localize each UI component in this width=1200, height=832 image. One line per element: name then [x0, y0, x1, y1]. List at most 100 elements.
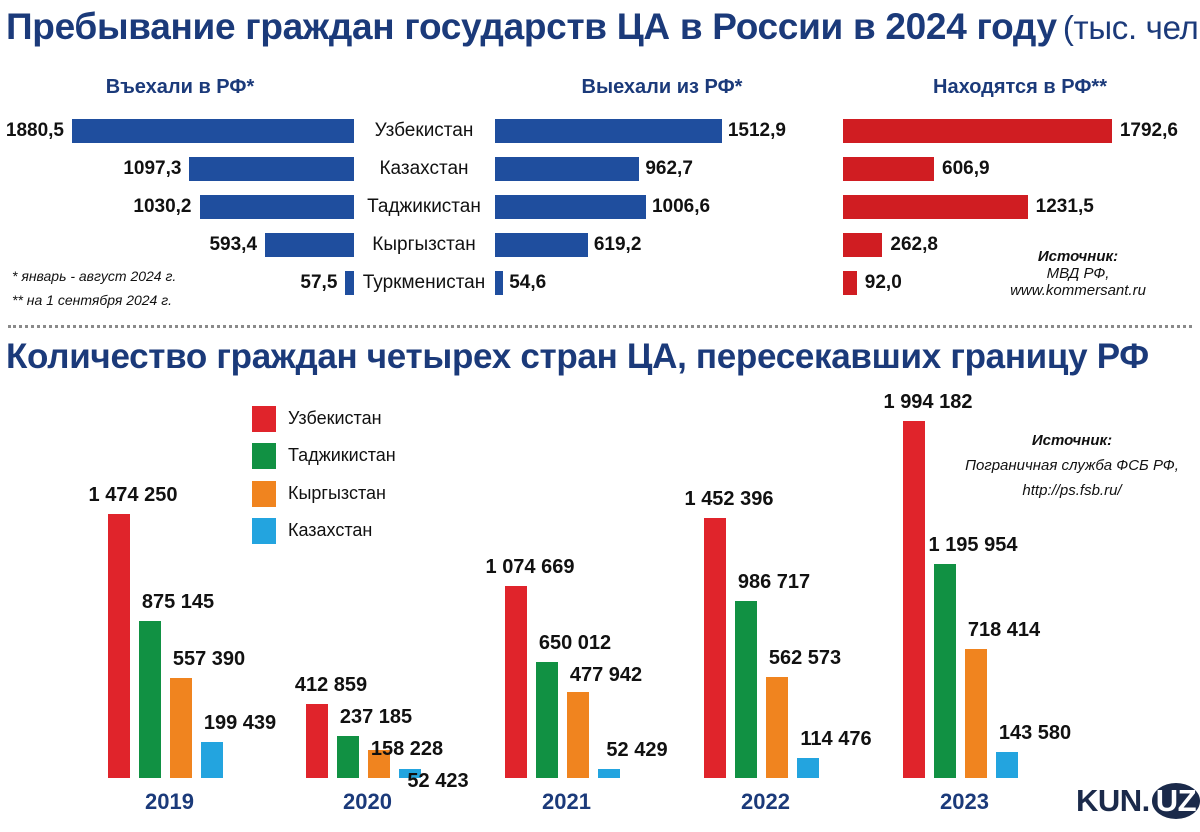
value-label-2020-uz: 412 859	[294, 674, 368, 697]
legend-swatch-узбекистан	[252, 406, 276, 432]
bar-left-tj	[495, 195, 646, 219]
label-present-tm: 92,0	[864, 272, 902, 293]
bar-2019-kg	[170, 678, 192, 778]
label-left-kz: 962,7	[645, 158, 693, 179]
label-entered-kz: 1097,3	[123, 158, 182, 179]
top-title-text: Пребывание граждан государств ЦА в Росси…	[6, 6, 1057, 47]
top-title-unit: (тыс. чел.)	[1062, 9, 1200, 46]
bar-2021-tj	[536, 661, 558, 778]
label-present-tj: 1231,5	[1035, 196, 1094, 217]
logo-text: KUN.	[1076, 783, 1150, 818]
bar-2021-kz	[598, 768, 620, 778]
bar-entered-tj	[199, 195, 354, 219]
bar-2022-kg	[766, 677, 788, 778]
value-label-2021-uz: 1 074 669	[485, 555, 575, 578]
label-entered-tm: 57,5	[300, 272, 338, 293]
bottom-source-line1: Пограничная служба ФСБ РФ,	[965, 457, 1179, 474]
country-label-kg: Кыргызстан	[372, 234, 476, 255]
label-present-kz: 606,9	[942, 158, 990, 179]
top-source-title: Источник:	[1037, 248, 1119, 265]
label-present-uz: 1792,6	[1119, 120, 1178, 141]
label-present-kg: 262,8	[890, 234, 938, 255]
top-source: Источник: МВД РФ, www.kommersant.ru	[1010, 248, 1146, 299]
bar-entered-kg	[265, 233, 354, 257]
footnote-1: * январь - август 2024 г.	[12, 268, 177, 284]
label-left-uz: 1512,9	[727, 120, 786, 141]
bottom-source-line2: http://ps.fsb.ru/	[1022, 482, 1122, 499]
bar-entered-uz	[72, 119, 354, 143]
bottom-source-title: Источник:	[1031, 432, 1113, 449]
bottom-chart-title: Количество граждан четырех стран ЦА, пер…	[6, 337, 1149, 376]
country-label-kz: Казахстан	[379, 158, 469, 179]
country-label-tm: Туркменистан	[362, 272, 486, 293]
col-head-present: Находятся в РФ**	[933, 76, 1107, 98]
bar-left-kg	[495, 233, 588, 257]
label-left-tj: 1006,6	[651, 196, 711, 217]
year-label-2022: 2022	[741, 789, 790, 814]
col-head-entered: Въехали в РФ*	[105, 76, 255, 98]
bar-present-tj	[843, 195, 1028, 219]
year-label-2020: 2020	[343, 789, 392, 814]
bar-entered-tm	[345, 271, 354, 295]
value-label-2022-kz: 114 476	[800, 727, 872, 750]
value-label-2019-uz: 1 474 250	[88, 484, 178, 507]
value-label-2023-kz: 143 580	[998, 722, 1072, 745]
bar-2020-kg	[368, 749, 390, 778]
legend-label-кыргызстан: Кыргызстан	[288, 483, 386, 503]
bar-2023-tj	[934, 563, 956, 778]
value-label-2019-tj: 875 145	[141, 591, 215, 614]
value-label-2022-tj: 986 717	[737, 571, 811, 594]
top-chart-title: Пребывание граждан государств ЦА в Росси…	[6, 6, 1200, 48]
label-entered-kg: 593,4	[209, 234, 258, 255]
logo-circle: UZ	[1151, 783, 1200, 819]
bar-2019-uz	[108, 514, 130, 778]
bar-present-kz	[843, 157, 934, 181]
year-label-2023: 2023	[940, 789, 989, 814]
footnote-2: ** на 1 сентября 2024 г.	[12, 292, 173, 308]
country-label-tj: Таджикистан	[367, 196, 481, 217]
bar-left-kz	[495, 157, 640, 181]
value-label-2021-tj: 650 012	[538, 631, 612, 654]
label-left-kg: 619,2	[593, 234, 642, 255]
bar-left-tm	[495, 271, 504, 295]
legend-swatch-таджикистан	[252, 443, 276, 469]
bar-present-tm	[843, 271, 857, 295]
col-head-left: Выехали из РФ*	[581, 76, 743, 98]
year-label-2019: 2019	[145, 789, 194, 814]
label-entered-uz: 1880,5	[5, 120, 64, 141]
value-label-2023-tj: 1 195 954	[928, 533, 1018, 556]
value-label-2023-uz: 1 994 182	[883, 391, 973, 413]
legend-swatch-кыргызстан	[252, 481, 276, 507]
bar-2020-kz	[399, 768, 421, 778]
label-entered-tj: 1030,2	[133, 196, 192, 217]
bar-2019-tj	[139, 621, 161, 778]
bar-2022-tj	[735, 601, 757, 778]
value-label-2019-kg: 557 390	[172, 648, 246, 671]
bar-2020-uz	[306, 704, 328, 778]
value-label-2021-kg: 477 942	[569, 663, 643, 686]
country-label-uz: Узбекистан	[374, 120, 474, 141]
bar-2020-tj	[337, 735, 359, 778]
bar-2023-kg	[965, 649, 987, 778]
value-label-2019-kz: 199 439	[203, 712, 277, 735]
value-label-2022-uz: 1 452 396	[684, 487, 774, 510]
value-label-2020-kz: 52 423	[407, 770, 469, 793]
bar-2021-uz	[505, 585, 527, 778]
bar-left-uz	[495, 119, 722, 143]
kun-uz-logo: KUN. UZ	[1076, 783, 1200, 819]
legend-label-узбекистан: Узбекистан	[288, 408, 382, 428]
value-label-2022-kg: 562 573	[768, 647, 842, 670]
year-label-2021: 2021	[542, 789, 591, 814]
bar-2023-uz	[903, 421, 925, 778]
bottom-source: Источник: Пограничная служба ФСБ РФ, htt…	[965, 428, 1179, 503]
top-source-line1: МВД РФ,	[1046, 265, 1110, 282]
value-label-2021-kz: 52 429	[606, 738, 668, 761]
bar-2019-kz	[201, 742, 223, 778]
value-label-2020-kg: 158 228	[370, 738, 444, 761]
value-label-2023-kg: 718 414	[967, 619, 1041, 642]
bar-2022-kz	[797, 757, 819, 778]
bar-2022-uz	[704, 517, 726, 778]
bar-2021-kg	[567, 692, 589, 778]
legend-swatch-казахстан	[252, 518, 276, 544]
bar-2023-kz	[996, 752, 1018, 778]
